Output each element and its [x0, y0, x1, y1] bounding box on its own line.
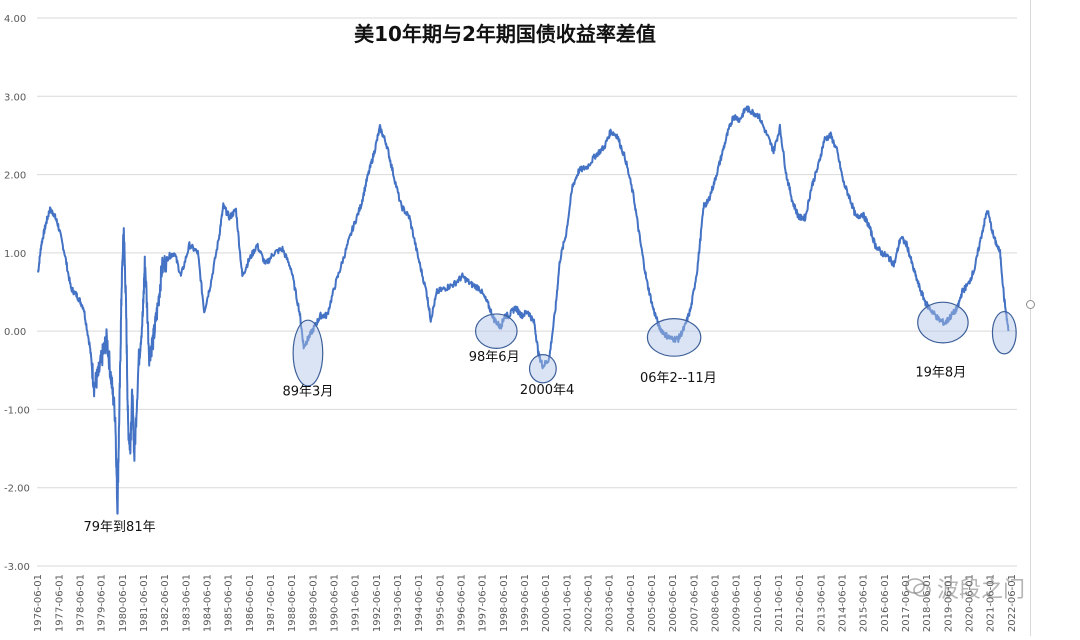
x-tick-label: 2006-06-01	[668, 574, 679, 632]
x-tick-label: 1993-06-01	[393, 574, 404, 632]
y-tick-label: 0.00	[4, 327, 26, 338]
x-tick-label: 1989-06-01	[308, 574, 319, 632]
wechat-icon	[905, 577, 931, 599]
x-tick-label: 1998-06-01	[499, 574, 510, 632]
x-tick-label: 1986-06-01	[245, 574, 256, 632]
x-tick-label: 1988-06-01	[287, 574, 298, 632]
x-tick-label: 2019-06-01	[943, 574, 954, 632]
annotation-circle	[917, 301, 969, 344]
x-tick-label: 1980-06-01	[118, 574, 129, 632]
y-tick-label: -3.00	[4, 562, 30, 573]
x-tick-label: 1995-06-01	[435, 574, 446, 632]
right-border-line	[1030, 0, 1031, 636]
annotation-label: 79年到81年	[84, 520, 156, 535]
x-tick-label: 2009-06-01	[732, 574, 743, 632]
x-tick-label: 2021-06-01	[986, 574, 997, 632]
y-tick-label: 3.00	[4, 92, 26, 103]
x-tick-label: 1991-06-01	[351, 574, 362, 632]
x-tick-label: 2004-06-01	[626, 574, 637, 632]
x-tick-label: 1978-06-01	[76, 574, 87, 632]
y-tick-label: 4.00	[4, 14, 26, 25]
y-tick-label: 2.00	[4, 171, 26, 182]
x-tick-label: 2017-06-01	[901, 574, 912, 632]
x-tick-label: 1985-06-01	[224, 574, 235, 632]
x-tick-label: 1990-06-01	[330, 574, 341, 632]
annotation-label: 06年2--11月	[640, 371, 717, 386]
x-tick-label: 1987-06-01	[266, 574, 277, 632]
resize-handle[interactable]	[1026, 300, 1035, 309]
x-tick-label: 1996-06-01	[457, 574, 468, 632]
x-tick-label: 2001-06-01	[562, 574, 573, 632]
x-tick-label: 2020-06-01	[965, 574, 976, 632]
x-tick-label: 2011-06-01	[774, 574, 785, 632]
annotation-label: 2000年4	[520, 383, 574, 398]
x-tick-label: 1981-06-01	[139, 574, 150, 632]
x-tick-label: 2007-06-01	[689, 574, 700, 632]
annotation-circle	[474, 313, 518, 349]
x-tick-label: 1997-06-01	[478, 574, 489, 632]
x-tick-label: 1992-06-01	[372, 574, 383, 632]
y-tick-label: -1.00	[4, 405, 30, 416]
x-tick-label: 2012-06-01	[795, 574, 806, 632]
annotation-circle	[646, 318, 702, 357]
annotation-label: 98年6月	[469, 350, 520, 365]
x-tick-label: 2015-06-01	[859, 574, 870, 632]
annotation-label: 89年3月	[283, 384, 334, 399]
x-tick-label: 2022-06-01	[1007, 574, 1018, 632]
x-tick-label: 2016-06-01	[880, 574, 891, 632]
x-tick-label: 1976-06-01	[33, 574, 44, 632]
x-tick-label: 1979-06-01	[97, 574, 108, 632]
series-line	[37, 105, 1010, 515]
x-tick-label: 2005-06-01	[647, 574, 658, 632]
annotation-circle	[991, 310, 1017, 355]
x-tick-label: 1977-06-01	[54, 574, 65, 632]
x-tick-label: 2002-06-01	[584, 574, 595, 632]
chart-title: 美10年期与2年期国债收益率差值	[354, 22, 656, 46]
x-tick-label: 1994-06-01	[414, 574, 425, 632]
x-tick-label: 2008-06-01	[711, 574, 722, 632]
y-tick-label: -2.00	[4, 484, 30, 495]
x-tick-label: 2018-06-01	[922, 574, 933, 632]
x-tick-label: 2014-06-01	[838, 574, 849, 632]
x-tick-label: 1983-06-01	[181, 574, 192, 632]
x-tick-label: 2013-06-01	[816, 574, 827, 632]
watermark: 波段之门	[905, 570, 1045, 606]
annotation-label: 19年8月	[915, 366, 966, 381]
y-tick-label: 1.00	[4, 249, 26, 260]
annotation-circle	[528, 354, 557, 384]
x-tick-label: 2003-06-01	[605, 574, 616, 632]
x-tick-label: 2000-06-01	[541, 574, 552, 632]
annotation-circle	[292, 319, 324, 387]
x-tick-label: 1999-06-01	[520, 574, 531, 632]
x-tick-label: 1984-06-01	[203, 574, 214, 632]
x-tick-label: 2010-06-01	[753, 574, 764, 632]
x-tick-label: 1982-06-01	[160, 574, 171, 632]
watermark-text: 波段之门	[937, 578, 1026, 603]
